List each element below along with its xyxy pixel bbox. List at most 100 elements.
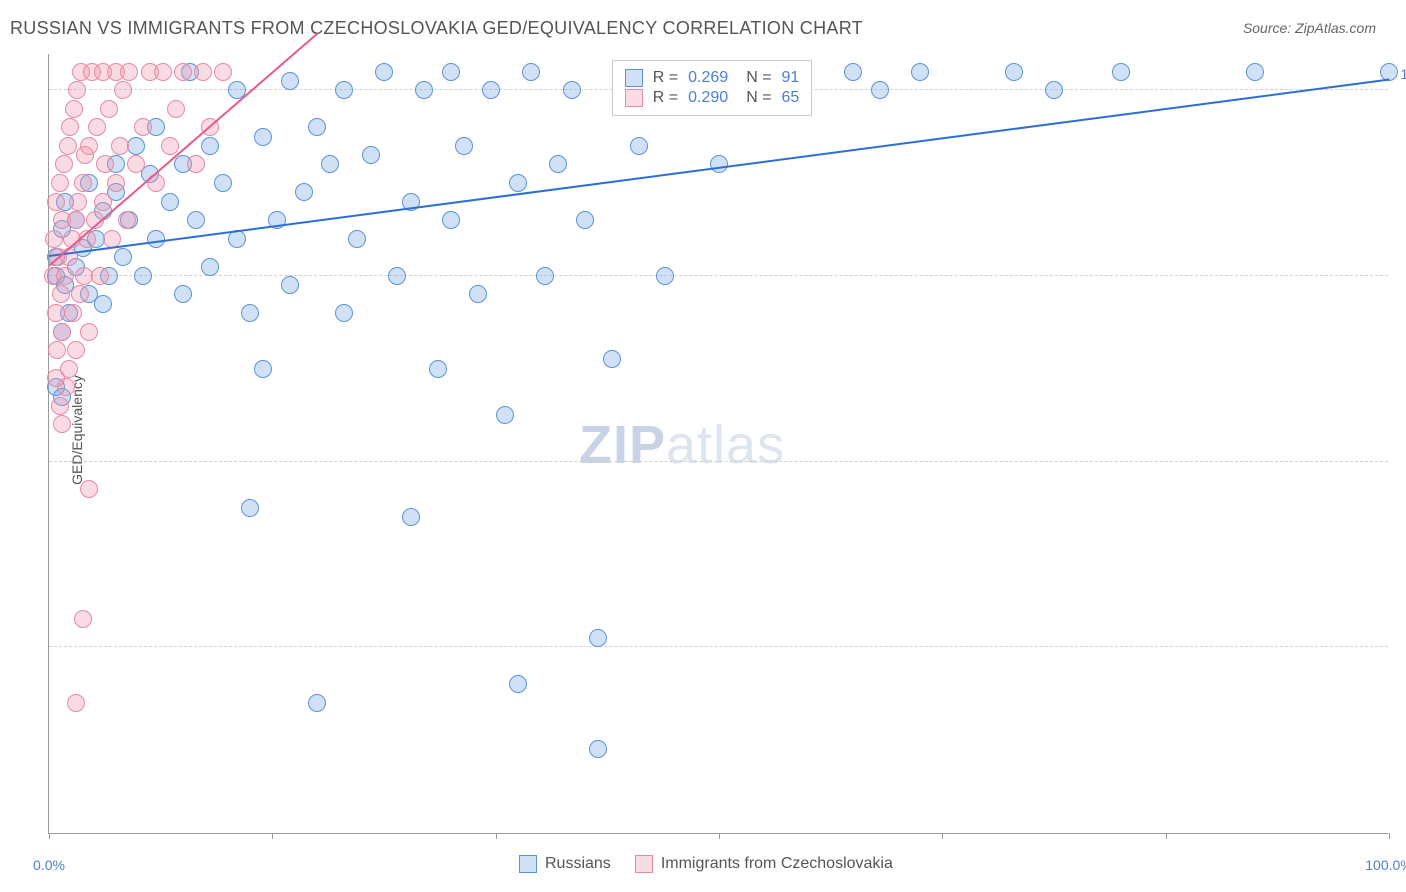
data-point bbox=[576, 211, 594, 229]
data-point bbox=[134, 267, 152, 285]
x-tick bbox=[272, 833, 273, 839]
data-point bbox=[1246, 63, 1264, 81]
data-point bbox=[455, 137, 473, 155]
x-tick bbox=[1389, 833, 1390, 839]
data-point bbox=[45, 230, 63, 248]
data-point bbox=[91, 267, 109, 285]
data-point bbox=[88, 118, 106, 136]
data-point bbox=[362, 146, 380, 164]
gridline-h bbox=[49, 646, 1388, 647]
x-tick bbox=[942, 833, 943, 839]
data-point bbox=[74, 174, 92, 192]
data-point bbox=[114, 248, 132, 266]
data-point bbox=[388, 267, 406, 285]
data-point bbox=[348, 230, 366, 248]
data-point bbox=[442, 211, 460, 229]
data-point bbox=[161, 193, 179, 211]
data-point bbox=[536, 267, 554, 285]
data-point bbox=[100, 100, 118, 118]
data-point bbox=[482, 81, 500, 99]
data-point bbox=[71, 285, 89, 303]
data-point bbox=[53, 323, 71, 341]
data-point bbox=[51, 174, 69, 192]
data-point bbox=[630, 137, 648, 155]
data-point bbox=[187, 211, 205, 229]
data-point bbox=[167, 100, 185, 118]
data-point bbox=[402, 508, 420, 526]
data-point bbox=[496, 406, 514, 424]
stat-n-value: 91 bbox=[782, 69, 800, 87]
data-point bbox=[174, 63, 192, 81]
data-point bbox=[335, 304, 353, 322]
y-tick-label: 80.0% bbox=[1393, 438, 1406, 454]
data-point bbox=[80, 323, 98, 341]
data-point bbox=[47, 193, 65, 211]
source-attribution: Source: ZipAtlas.com bbox=[1243, 20, 1376, 36]
data-point bbox=[154, 63, 172, 81]
data-point bbox=[68, 81, 86, 99]
data-point bbox=[47, 304, 65, 322]
stat-n-label: N = bbox=[746, 69, 771, 87]
data-point bbox=[522, 63, 540, 81]
data-point bbox=[174, 285, 192, 303]
data-point bbox=[509, 675, 527, 693]
x-tick bbox=[719, 833, 720, 839]
data-point bbox=[281, 72, 299, 90]
data-point bbox=[254, 360, 272, 378]
data-point bbox=[127, 137, 145, 155]
data-point bbox=[603, 350, 621, 368]
data-point bbox=[74, 610, 92, 628]
data-point bbox=[563, 81, 581, 99]
data-point bbox=[589, 740, 607, 758]
data-point bbox=[96, 155, 114, 173]
y-tick-label: 70.0% bbox=[1393, 623, 1406, 639]
stats-row: R =0.290N =65 bbox=[625, 89, 800, 107]
data-point bbox=[295, 183, 313, 201]
data-point bbox=[94, 193, 112, 211]
data-point bbox=[254, 128, 272, 146]
stat-r-value: 0.269 bbox=[688, 69, 728, 87]
x-tick-label: 100.0% bbox=[1365, 857, 1406, 873]
data-point bbox=[871, 81, 889, 99]
data-point bbox=[118, 211, 136, 229]
data-point bbox=[114, 81, 132, 99]
data-point bbox=[281, 276, 299, 294]
data-point bbox=[65, 100, 83, 118]
data-point bbox=[107, 174, 125, 192]
data-point bbox=[201, 258, 219, 276]
data-point bbox=[429, 360, 447, 378]
data-point bbox=[442, 63, 460, 81]
data-point bbox=[56, 267, 74, 285]
data-point bbox=[147, 230, 165, 248]
legend-swatch bbox=[635, 855, 653, 873]
data-point bbox=[201, 137, 219, 155]
x-tick bbox=[1166, 833, 1167, 839]
data-point bbox=[52, 285, 70, 303]
stat-r-value: 0.290 bbox=[688, 89, 728, 107]
data-point bbox=[67, 341, 85, 359]
legend: RussiansImmigrants from Czechoslovakia bbox=[519, 855, 893, 873]
legend-swatch bbox=[519, 855, 537, 873]
data-point bbox=[710, 155, 728, 173]
data-point bbox=[415, 81, 433, 99]
x-tick-label: 0.0% bbox=[33, 857, 65, 873]
data-point bbox=[61, 118, 79, 136]
stat-r-label: R = bbox=[653, 69, 678, 87]
stats-row: R = 0.269 N = 91 bbox=[625, 69, 800, 87]
data-point bbox=[1112, 63, 1130, 81]
data-point bbox=[120, 63, 138, 81]
data-point bbox=[51, 397, 69, 415]
data-point bbox=[375, 63, 393, 81]
stat-n-label: N = bbox=[746, 89, 771, 107]
data-point bbox=[549, 155, 567, 173]
data-point bbox=[69, 193, 87, 211]
data-point bbox=[161, 137, 179, 155]
gridline-h bbox=[49, 275, 1388, 276]
y-tick-label: 90.0% bbox=[1393, 252, 1406, 268]
data-point bbox=[127, 155, 145, 173]
x-tick bbox=[496, 833, 497, 839]
legend-label: Russians bbox=[545, 855, 611, 873]
data-point bbox=[321, 155, 339, 173]
data-point bbox=[589, 629, 607, 647]
data-point bbox=[1045, 81, 1063, 99]
